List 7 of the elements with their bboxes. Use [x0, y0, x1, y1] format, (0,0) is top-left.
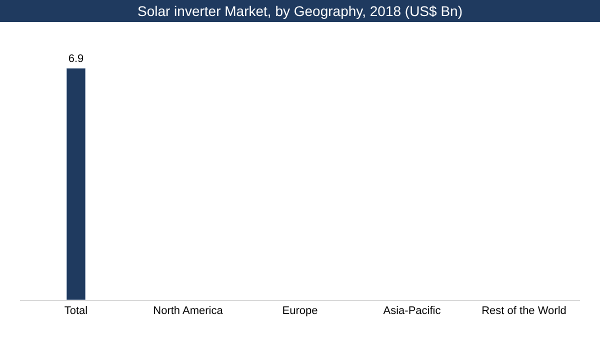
chart-title: Solar inverter Market, by Geography, 2018 (US$ Bn) — [137, 2, 463, 19]
x-tick-label: Europe — [282, 305, 318, 318]
x-tick-label: North America — [153, 305, 224, 318]
x-tick-label: Total — [64, 305, 88, 318]
data-label: 6.9 — [68, 53, 84, 66]
x-tick-label: Rest of the World — [482, 305, 566, 318]
x-tick-label: Asia-Pacific — [383, 305, 442, 318]
